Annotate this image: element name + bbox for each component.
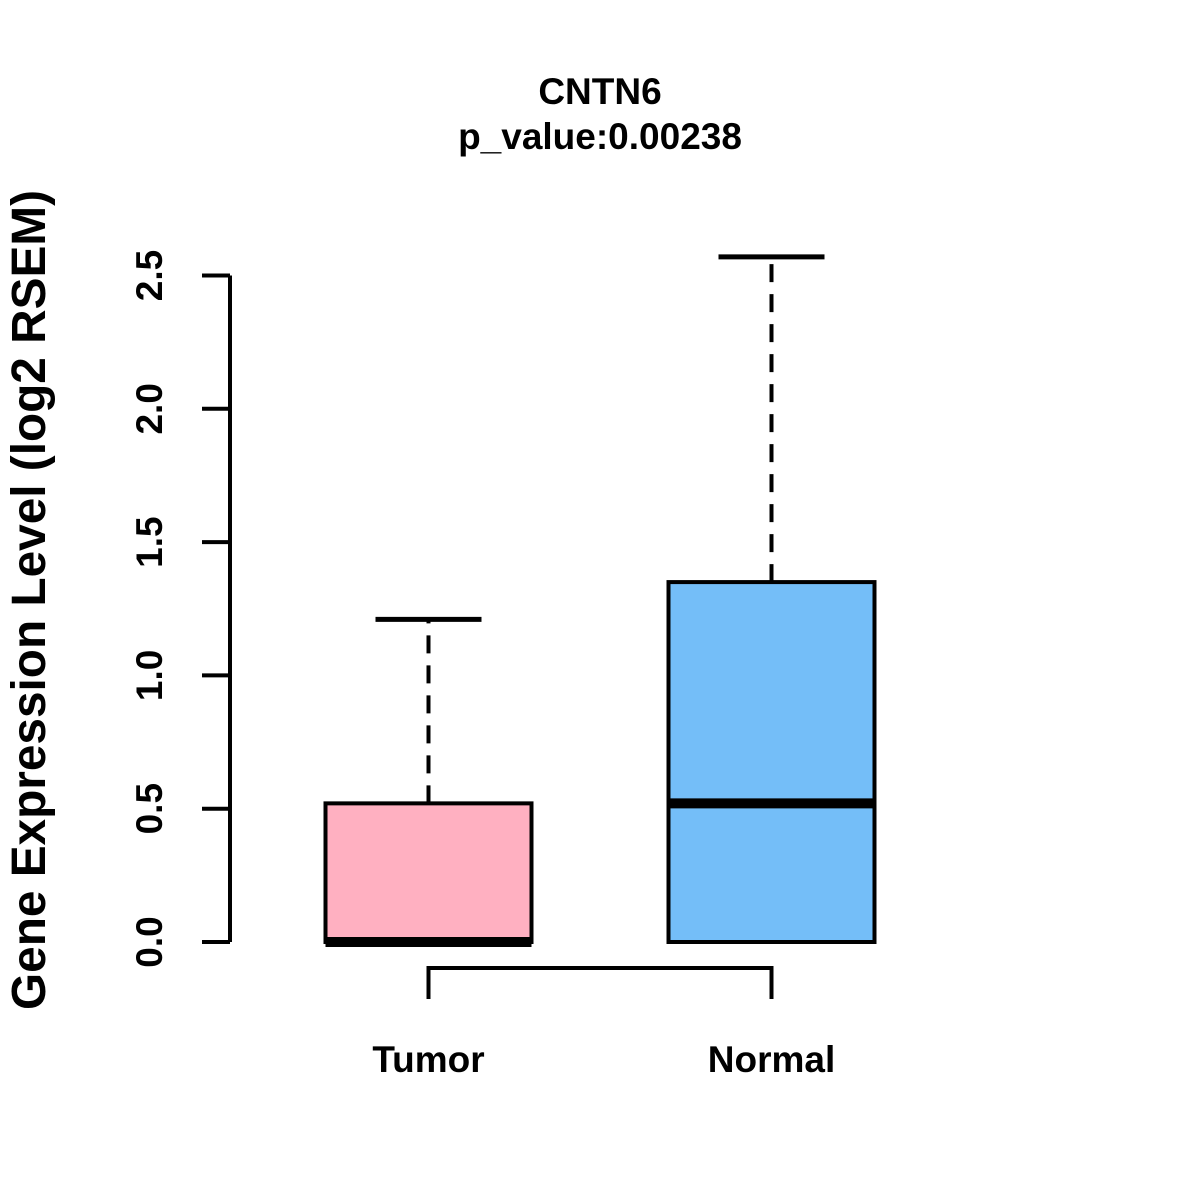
x-axis-label-tumor: Tumor [372, 1039, 484, 1080]
y-tick-label: 0.0 [129, 916, 170, 967]
y-tick-label: 1.5 [129, 516, 170, 567]
y-axis-title: Gene Expression Level (log2 RSEM) [3, 190, 56, 1010]
y-tick-label: 1.0 [129, 650, 170, 701]
chart-generated-content: 0.0 0.5 1.0 1.5 2.0 2.5 Tumor Normal [129, 250, 877, 1080]
chart-subtitle: p_value:0.00238 [458, 116, 742, 157]
significance-bracket [426, 966, 774, 999]
box-normal [666, 580, 877, 945]
box-tumor [323, 801, 534, 944]
y-tick-label: 0.5 [129, 783, 170, 834]
chart-title: CNTN6 [538, 71, 662, 112]
y-tick-label: 2.0 [129, 383, 170, 434]
x-axis-label-normal: Normal [708, 1039, 835, 1080]
y-tick-label: 2.5 [129, 250, 170, 301]
